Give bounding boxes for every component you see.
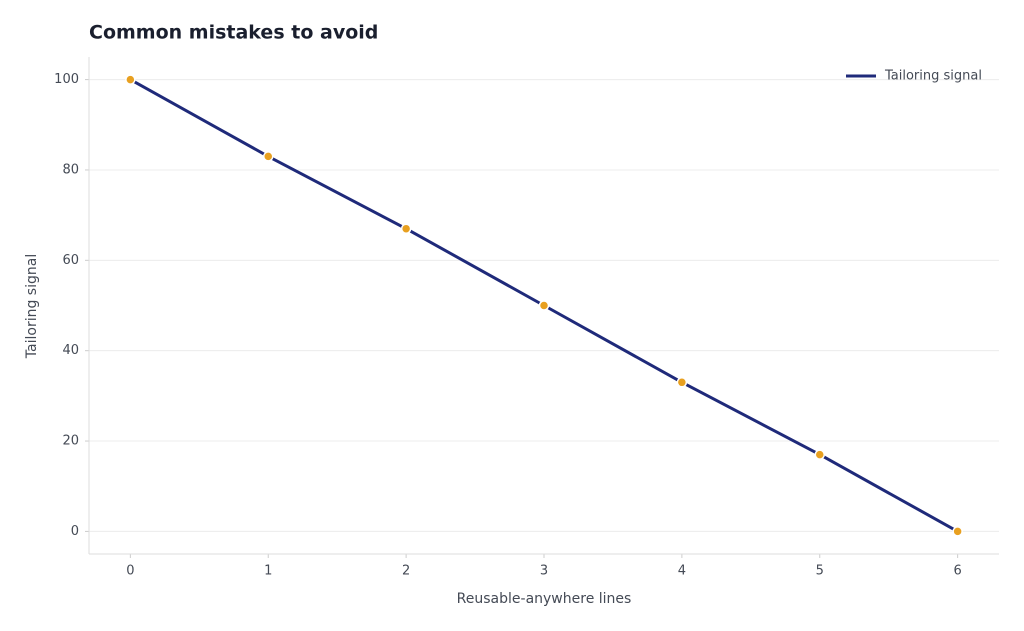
x-tick-label: 5 [816, 564, 824, 579]
y-tick-label: 0 [71, 524, 79, 539]
x-tick-label: 0 [126, 564, 134, 579]
x-tick-label: 6 [953, 564, 961, 579]
y-tick-label: 40 [62, 343, 79, 358]
y-tick-label: 60 [62, 253, 79, 268]
data-point [814, 449, 826, 460]
y-tick-label: 80 [62, 162, 79, 177]
data-point [952, 526, 963, 537]
x-tick-label: 3 [540, 564, 548, 579]
data-point [262, 151, 274, 162]
y-tick-label: 20 [62, 434, 79, 449]
data-point [676, 377, 688, 388]
x-axis-label: Reusable-anywhere lines [457, 591, 632, 607]
data-point [400, 223, 412, 234]
x-tick-label: 4 [678, 564, 686, 579]
data-point [125, 74, 136, 85]
legend-label: Tailoring signal [884, 69, 982, 84]
data-point [538, 300, 550, 311]
y-tick-label: 100 [54, 72, 79, 87]
x-tick-label: 1 [264, 564, 272, 579]
x-tick-label: 2 [402, 564, 410, 579]
y-axis-label: Tailoring signal [24, 254, 40, 359]
chart-title: Common mistakes to avoid [89, 22, 378, 44]
